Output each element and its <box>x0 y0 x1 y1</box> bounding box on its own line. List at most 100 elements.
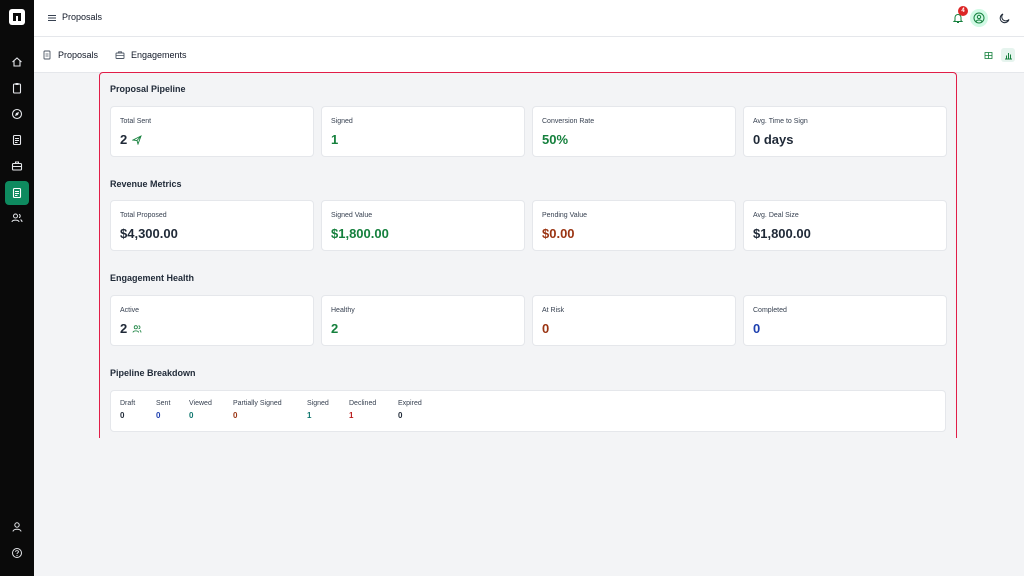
metric-value: $0.00 <box>542 226 575 241</box>
document-icon <box>12 134 22 146</box>
metric-card-healthy: Healthy 2 <box>321 295 525 346</box>
send-icon <box>132 134 143 145</box>
metric-value: 50% <box>542 132 569 147</box>
dashboard-panel: Proposal Pipeline Total Sent 2 Signed 1 … <box>99 72 957 438</box>
breakdown-label: Declined <box>349 400 377 407</box>
metric-value: $1,800.00 <box>331 226 389 241</box>
metric-value: 0 <box>753 321 761 336</box>
metric-value: 1 <box>331 132 339 147</box>
metric-label: Avg. Deal Size <box>753 212 799 219</box>
metric-card-pending-value: Pending Value $0.00 <box>532 200 736 251</box>
avatar[interactable] <box>970 9 988 27</box>
breakdown-label: Draft <box>120 400 136 407</box>
breakdown-label: Viewed <box>189 400 212 407</box>
metric-label: Signed <box>331 118 353 125</box>
metric-label: Healthy <box>331 307 355 314</box>
bar-chart-icon <box>1004 52 1012 59</box>
breakdown-item-partially-signed: Partially Signed 0 <box>233 400 282 420</box>
metric-card-signed: Signed 1 <box>321 106 525 157</box>
sidebar-item-tasks[interactable] <box>5 76 29 100</box>
theme-toggle-button[interactable] <box>996 9 1014 27</box>
metric-card-completed: Completed 0 <box>743 295 947 346</box>
chart-view-button[interactable] <box>1001 48 1015 62</box>
breakdown-label: Expired <box>398 400 422 407</box>
moon-icon <box>999 13 1010 24</box>
metric-label: Total Sent <box>120 118 152 125</box>
breakdown-item-expired: Expired 0 <box>398 400 422 420</box>
breakdown-value: 0 <box>189 411 194 420</box>
sidebar-item-documents[interactable] <box>5 128 29 152</box>
metric-value-text: 2 <box>120 321 128 336</box>
users-icon <box>132 324 142 333</box>
section-title-health: Engagement Health <box>110 273 195 283</box>
section-title-pipeline: Proposal Pipeline <box>110 84 186 94</box>
user-circle-icon <box>973 12 985 24</box>
help-icon <box>12 548 22 558</box>
sidebar-item-engagements[interactable] <box>5 154 29 178</box>
breakdown-item-sent: Sent 0 <box>156 400 170 420</box>
home-icon <box>12 57 22 67</box>
table-icon <box>984 51 992 59</box>
breakdown-item-declined: Declined 1 <box>349 400 376 420</box>
section-title-revenue: Revenue Metrics <box>110 179 182 189</box>
users-icon <box>11 213 23 223</box>
tab-proposals-label: Proposals <box>58 50 99 60</box>
breakdown-item-draft: Draft 0 <box>120 400 135 420</box>
breakdown-value: 1 <box>307 411 312 420</box>
metric-label: Avg. Time to Sign <box>753 118 808 125</box>
tab-engagements-label: Engagements <box>131 50 187 60</box>
metric-label: At Risk <box>542 307 565 314</box>
metric-value: 0 <box>542 321 550 336</box>
breakdown-label: Signed <box>307 400 329 407</box>
tab-proposals[interactable]: Proposals <box>42 50 98 60</box>
sidebar-item-explore[interactable] <box>5 102 29 126</box>
top-bar: Proposals 4 <box>34 0 1024 37</box>
briefcase-icon <box>11 161 23 171</box>
metric-card-at-risk: At Risk 0 <box>532 295 736 346</box>
sidebar-item-home[interactable] <box>5 50 29 74</box>
metric-label: Active <box>120 307 140 314</box>
metric-value: 0 days <box>753 132 794 147</box>
metric-label: Completed <box>753 307 787 314</box>
breakdown-label: Sent <box>156 400 171 407</box>
tab-engagements[interactable]: Engagements <box>115 50 187 60</box>
metric-value: 2 <box>120 321 142 336</box>
breakdown-label: Partially Signed <box>233 400 282 407</box>
metric-label: Pending Value <box>542 212 588 219</box>
sidebar-item-profile[interactable] <box>5 515 29 539</box>
sidebar <box>0 0 34 576</box>
section-title-breakdown: Pipeline Breakdown <box>110 368 196 378</box>
breakdown-value: 0 <box>120 411 125 420</box>
metric-card-total-proposed: Total Proposed $4,300.00 <box>110 200 314 251</box>
breakdown-item-viewed: Viewed 0 <box>189 400 212 420</box>
metric-card-avg-time-to-sign: Avg. Time to Sign 0 days <box>743 106 947 157</box>
compass-icon <box>11 108 23 120</box>
breakdown-value: 0 <box>398 411 403 420</box>
table-view-button[interactable] <box>981 48 995 62</box>
metric-value: $1,800.00 <box>753 226 811 241</box>
metric-label: Signed Value <box>331 212 373 219</box>
metric-label: Conversion Rate <box>542 118 595 125</box>
notification-badge: 4 <box>958 6 968 16</box>
pipeline-breakdown-card: Draft 0 Sent 0 Viewed 0 Partially Signed… <box>110 390 946 432</box>
app-logo[interactable] <box>9 9 25 25</box>
metric-card-avg-deal-size: Avg. Deal Size $1,800.00 <box>743 200 947 251</box>
hamburger-menu-icon[interactable] <box>46 12 58 24</box>
metric-value: $4,300.00 <box>120 226 178 241</box>
metric-value-text: 2 <box>120 132 128 147</box>
sidebar-item-help[interactable] <box>5 541 29 565</box>
page-title: Proposals <box>62 12 103 22</box>
user-icon <box>12 522 22 532</box>
sidebar-item-clients[interactable] <box>5 206 29 230</box>
briefcase-icon <box>115 51 125 59</box>
proposal-document-icon <box>12 187 22 199</box>
breakdown-value: 0 <box>233 411 238 420</box>
clipboard-icon <box>12 83 22 94</box>
sidebar-item-proposals[interactable] <box>5 181 29 205</box>
metric-card-signed-value: Signed Value $1,800.00 <box>321 200 525 251</box>
metric-card-active: Active 2 <box>110 295 314 346</box>
document-icon <box>43 50 51 60</box>
sub-navigation: Proposals Engagements <box>34 37 1024 73</box>
metric-value: 2 <box>120 132 143 147</box>
metric-card-conversion-rate: Conversion Rate 50% <box>532 106 736 157</box>
